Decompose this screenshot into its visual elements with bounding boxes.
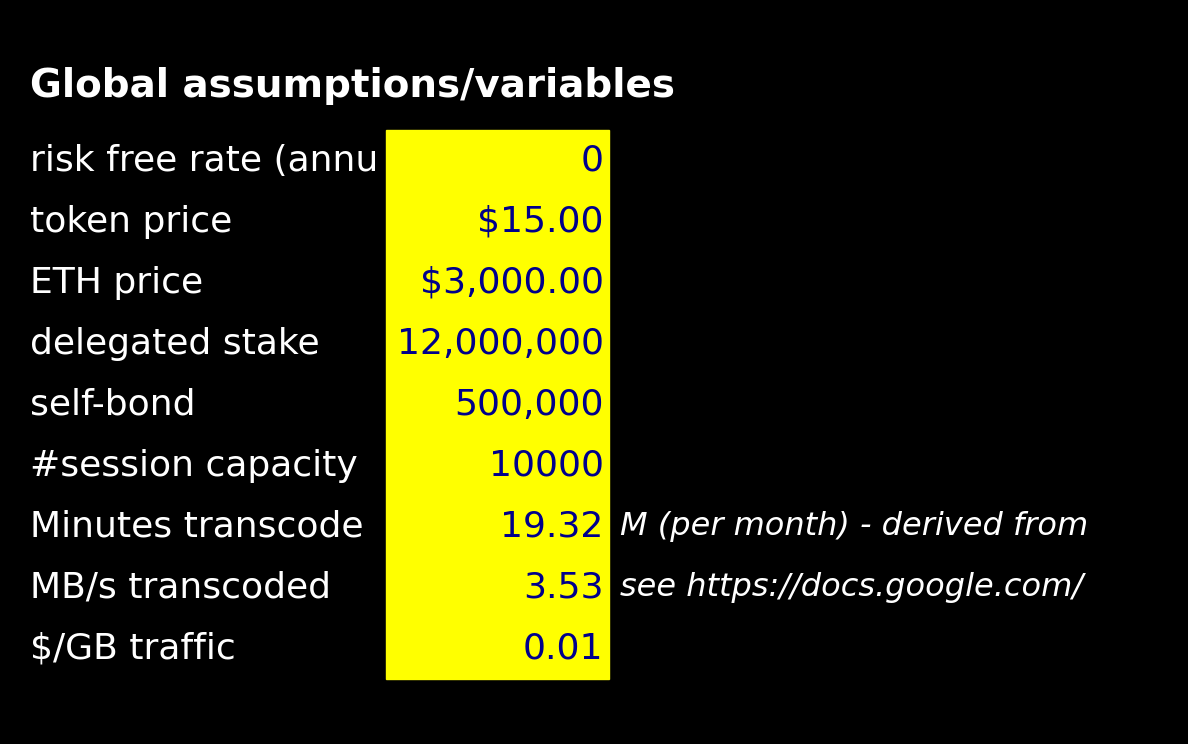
Text: 19.32: 19.32 [500,510,604,544]
Text: 0.01: 0.01 [523,632,604,666]
Text: see https://docs.google.com/: see https://docs.google.com/ [620,572,1083,603]
Text: MB/s transcoded: MB/s transcoded [30,571,330,605]
Text: #session capacity: #session capacity [30,449,358,483]
Text: Global assumptions/variables: Global assumptions/variables [30,67,675,105]
Text: 3.53: 3.53 [523,571,604,605]
Text: 0: 0 [581,144,604,178]
Text: M (per month) - derived from: M (per month) - derived from [620,511,1088,542]
Text: $15.00: $15.00 [478,205,604,239]
Text: 500,000: 500,000 [454,388,604,422]
Text: $/GB traffic: $/GB traffic [30,632,235,666]
Text: Minutes transcode: Minutes transcode [30,510,364,544]
Text: $3,000.00: $3,000.00 [419,266,604,300]
Text: 10000: 10000 [488,449,604,483]
Bar [386,130,609,679]
Text: ETH price: ETH price [30,266,203,300]
Text: risk free rate (annu: risk free rate (annu [30,144,378,178]
Text: 12,000,000: 12,000,000 [397,327,604,361]
Text: delegated stake: delegated stake [30,327,320,361]
Text: token price: token price [30,205,232,239]
Text: self-bond: self-bond [30,388,195,422]
